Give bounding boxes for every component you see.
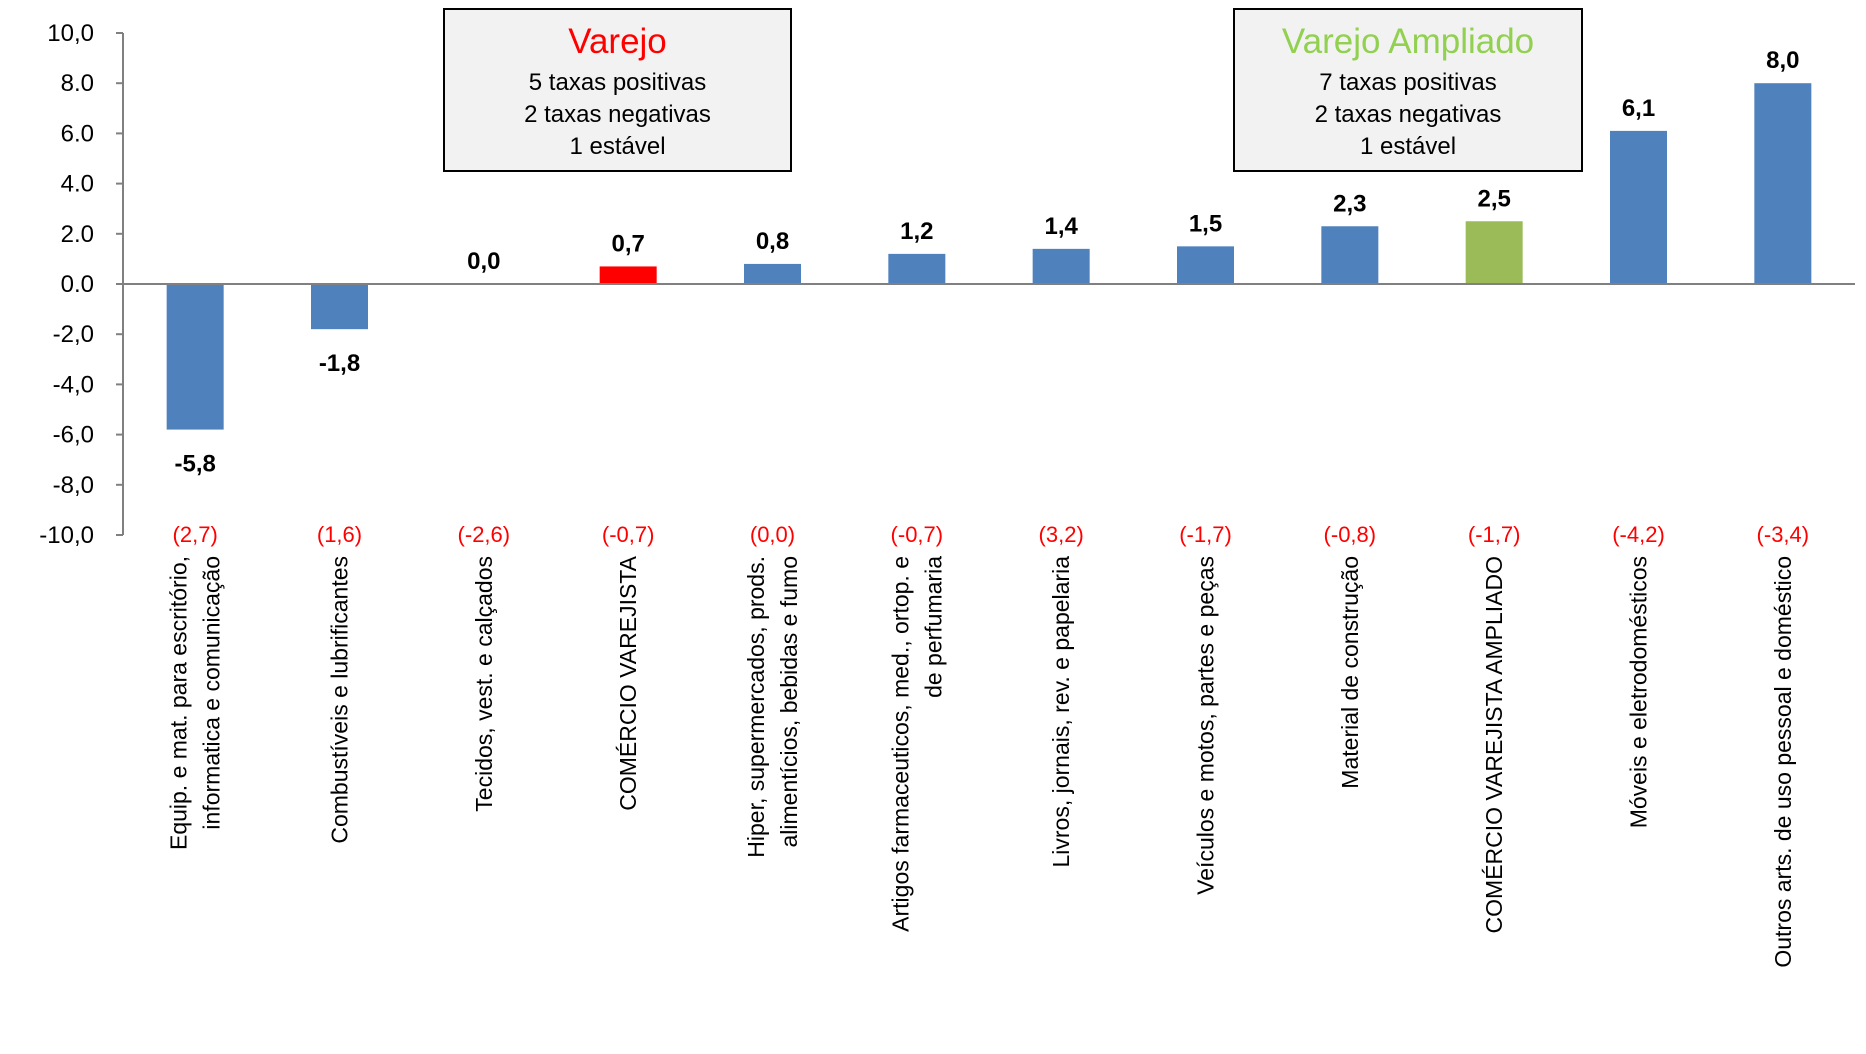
- previous-value-label: (1,6): [317, 522, 362, 547]
- data-label: 1,5: [1189, 210, 1222, 237]
- category-label: Equip. e mat. para escritório,: [166, 556, 192, 850]
- data-label: 0,0: [467, 248, 500, 275]
- category-label: Livros, jornais, rev. e papelaria: [1048, 556, 1074, 868]
- bar: [1610, 130, 1667, 284]
- y-tick-label: 0.0: [61, 271, 94, 298]
- previous-value-label: (0,0): [750, 522, 795, 547]
- previous-value-label: (-0,8): [1324, 522, 1377, 547]
- bar: [1177, 246, 1234, 284]
- category-label: Outros arts. de uso pessoal e doméstico: [1770, 556, 1796, 968]
- bar: [1321, 226, 1379, 284]
- varejo-ampliado-box-line: 1 estável: [1360, 133, 1456, 160]
- category-label: alimentícios, bebidas e fumo: [776, 556, 802, 848]
- bar: [599, 266, 657, 284]
- y-tick-label: -4,0: [53, 371, 94, 398]
- y-tick-label: -8,0: [53, 472, 94, 499]
- varejo-box-title: Varejo: [568, 22, 667, 61]
- y-tick-label: 6.0: [61, 120, 94, 147]
- varejo-box-line: 2 taxas negativas: [524, 101, 711, 128]
- varejo-summary-box: Varejo 5 taxas positivas 2 taxas negativ…: [443, 8, 792, 172]
- data-label: 1,2: [900, 218, 933, 245]
- varejo-box-line: 5 taxas positivas: [529, 69, 706, 96]
- previous-value-labels: (2,7) (1,6) (-2,6) (-0,7) (0,0) (-0,7) (3,2) (-…: [173, 522, 1810, 547]
- y-tick-label: -6,0: [53, 422, 94, 449]
- bar: [744, 263, 801, 284]
- category-label: Veículos e motos, partes e peças: [1193, 556, 1219, 895]
- y-tick-label: -2,0: [53, 321, 94, 348]
- data-label: 2,5: [1477, 185, 1510, 212]
- data-label: 6,1: [1622, 95, 1655, 122]
- y-tick-label: 8.0: [61, 70, 94, 97]
- y-tick-label: -10,0: [39, 522, 94, 549]
- bar: [1465, 221, 1523, 284]
- varejo-box-line: 1 estável: [569, 133, 665, 160]
- varejo-ampliado-box-line: 7 taxas positivas: [1319, 69, 1496, 96]
- bar: [1032, 248, 1090, 284]
- category-labels: Equip. e mat. para escritório, informatic…: [166, 555, 1796, 967]
- varejo-ampliado-box-title: Varejo Ampliado: [1282, 22, 1534, 61]
- bar: [1754, 83, 1812, 284]
- y-tick-label: 10,0: [47, 20, 94, 47]
- data-label: 1,4: [1044, 213, 1078, 240]
- y-axis: 10,0 8.0 6.0 4.0 2.0 0.0 -2,0 -4,0 -6,0 -8,0 -10,0: [39, 20, 124, 549]
- data-label: 0,8: [756, 228, 789, 255]
- bar: [166, 284, 224, 430]
- data-label: -5,8: [174, 451, 215, 478]
- category-label: Hiper, supermercados, prods.: [743, 556, 769, 858]
- previous-value-label: (-1,7): [1179, 522, 1232, 547]
- y-tick-label: 2.0: [61, 221, 94, 248]
- data-label: 0,7: [611, 230, 644, 257]
- category-label: Tecidos, vest. e calçados: [471, 556, 497, 812]
- value-labels: -5,8 -1,8 0,0 0,7 0,8 1,2 1,4 1,5 2,3 2,5 6,1 8,0: [174, 47, 1799, 477]
- previous-value-label: (-0,7): [602, 522, 655, 547]
- data-label: 8,0: [1766, 47, 1799, 74]
- category-label: Material de construção: [1337, 556, 1363, 789]
- category-label: de perfumaria: [920, 556, 946, 698]
- bar: [311, 284, 368, 330]
- previous-value-label: (3,2): [1039, 522, 1084, 547]
- category-label: Combustíveis e lubrificantes: [327, 556, 353, 844]
- previous-value-label: (-3,4): [1757, 522, 1810, 547]
- previous-value-label: (-4,2): [1612, 522, 1665, 547]
- varejo-ampliado-summary-box: Varejo Ampliado 7 taxas positivas 2 taxa…: [1233, 8, 1583, 172]
- data-label: 2,3: [1333, 190, 1366, 217]
- data-label: -1,8: [319, 350, 360, 377]
- category-label: COMÉRCIO VAREJISTA: [615, 555, 641, 810]
- previous-value-label: (2,7): [173, 522, 218, 547]
- y-tick-label: 4.0: [61, 171, 94, 198]
- previous-value-label: (-0,7): [891, 522, 944, 547]
- previous-value-label: (-2,6): [458, 522, 511, 547]
- category-label: COMÉRCIO VAREJISTA AMPLIADO: [1481, 556, 1507, 933]
- category-label: Artigos farmaceuticos, med., ortop. e: [887, 556, 913, 932]
- varejo-ampliado-box-line: 2 taxas negativas: [1315, 101, 1502, 128]
- bars: [166, 83, 1812, 430]
- category-label: Móveis e eletrodomésticos: [1626, 556, 1652, 828]
- category-label: informatica e comunicação: [199, 556, 225, 830]
- previous-value-label: (-1,7): [1468, 522, 1521, 547]
- bar: [888, 253, 946, 284]
